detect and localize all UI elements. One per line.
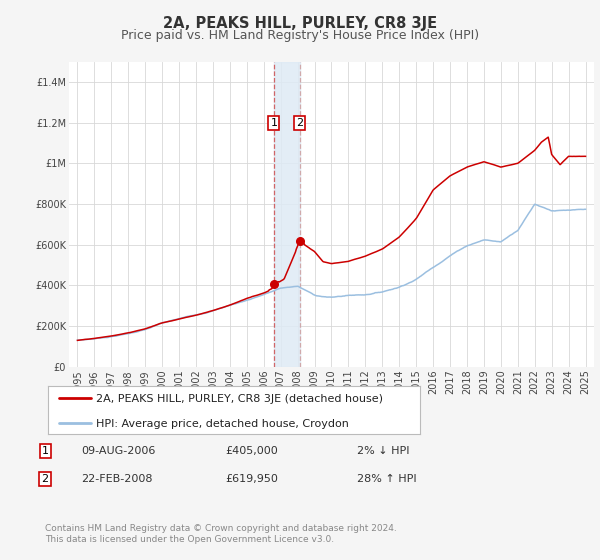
Bar	[274, 62, 300, 367]
Text: Price paid vs. HM Land Registry's House Price Index (HPI): Price paid vs. HM Land Registry's House …	[121, 29, 479, 42]
Text: 2: 2	[296, 118, 304, 128]
Text: 22-FEB-2008: 22-FEB-2008	[81, 474, 152, 484]
Text: 2A, PEAKS HILL, PURLEY, CR8 3JE (detached house): 2A, PEAKS HILL, PURLEY, CR8 3JE (detache…	[97, 394, 383, 404]
Text: 2: 2	[41, 474, 49, 484]
Text: 1: 1	[41, 446, 49, 456]
Text: 2% ↓ HPI: 2% ↓ HPI	[357, 446, 409, 456]
Text: Contains HM Land Registry data © Crown copyright and database right 2024.
This d: Contains HM Land Registry data © Crown c…	[45, 524, 397, 544]
Text: 1: 1	[271, 118, 277, 128]
Text: £619,950: £619,950	[225, 474, 278, 484]
Text: HPI: Average price, detached house, Croydon: HPI: Average price, detached house, Croy…	[97, 419, 349, 429]
Text: 09-AUG-2006: 09-AUG-2006	[81, 446, 155, 456]
Text: 2A, PEAKS HILL, PURLEY, CR8 3JE: 2A, PEAKS HILL, PURLEY, CR8 3JE	[163, 16, 437, 31]
Text: £405,000: £405,000	[225, 446, 278, 456]
Text: 28% ↑ HPI: 28% ↑ HPI	[357, 474, 416, 484]
